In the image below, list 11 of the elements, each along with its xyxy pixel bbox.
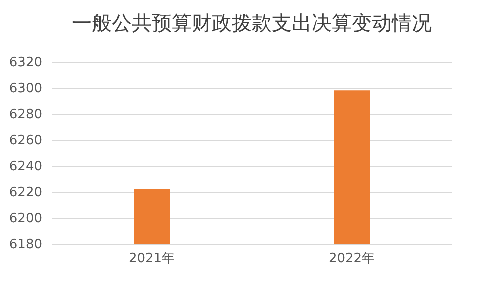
y-tick-label: 6320 — [9, 56, 42, 70]
y-tick-label: 6280 — [9, 108, 42, 122]
x-tick-label: 2021年 — [128, 252, 176, 266]
y-tick-label: 6300 — [9, 82, 42, 96]
chart-title: 一般公共预算财政拨款支出决算变动情况 — [72, 11, 432, 35]
y-tick-label: 6200 — [9, 212, 42, 226]
y-tick-label: 6240 — [9, 160, 42, 174]
y-tick-label: 6220 — [9, 186, 42, 200]
y-tick-label: 6180 — [9, 238, 42, 252]
x-tick-label: 2022年 — [328, 252, 376, 266]
y-tick-label: 6260 — [9, 134, 42, 148]
